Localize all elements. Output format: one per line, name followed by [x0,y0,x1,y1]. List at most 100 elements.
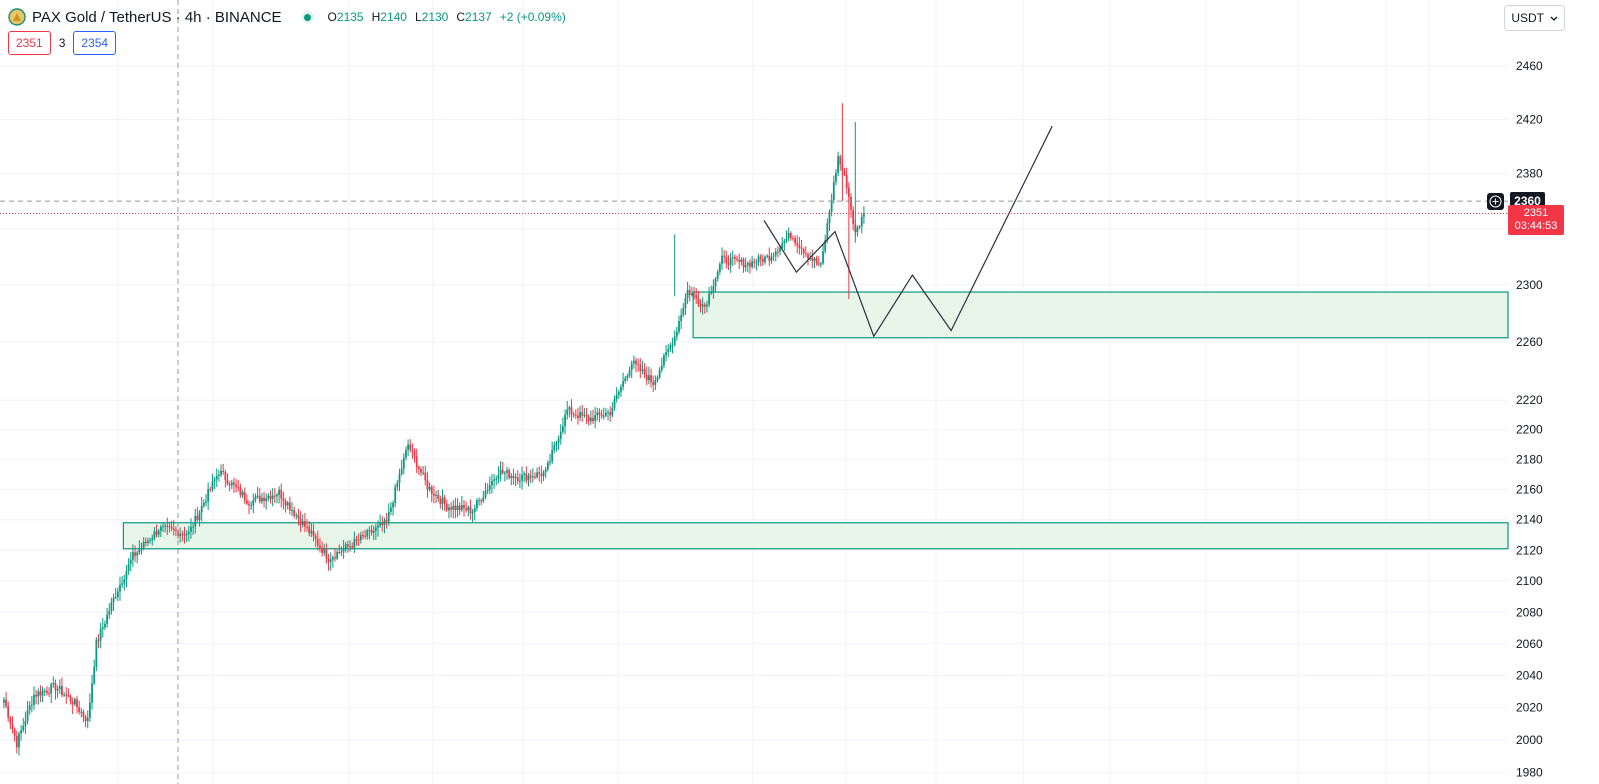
candle-body [24,720,27,726]
candle-body [798,245,801,248]
candle-body [534,476,536,478]
candle-body [476,500,478,509]
candle-body [546,462,549,470]
candle-body [863,213,865,217]
candle-body [39,691,42,696]
candle-body [372,530,375,533]
candle-body [108,611,111,615]
candle-body [104,623,106,628]
candle-body [364,535,366,537]
candle-body [18,733,20,748]
candle-body [516,477,519,482]
candle-body [693,293,695,296]
high-label: H [371,10,381,24]
price-tick-label: 2060 [1516,637,1543,651]
plus-circle-icon[interactable] [1487,193,1504,210]
candle-body [559,431,562,439]
candle-body [426,480,429,490]
candle-body [175,529,177,531]
close-value: 2137 [465,10,492,24]
candle-body [56,689,59,691]
candle-body [740,259,743,262]
candle-body [269,495,272,499]
candle-body [164,525,167,527]
candle-body [536,472,538,478]
candle-body [321,547,323,554]
candle-body [319,545,321,548]
sell-button[interactable]: 2351 [8,31,51,55]
candle-body [226,479,229,485]
support-zone [122,522,1509,550]
candle-body [639,364,642,371]
candle-body [837,156,839,173]
candle-body [609,412,612,416]
candle-body [110,602,113,612]
candle-body [71,701,74,705]
candle-body [407,444,409,450]
candle-body [774,251,777,256]
candle-body [510,475,513,478]
symbol-title[interactable]: PAX Gold / TetherUS · 4h · BINANCE [32,8,282,26]
candle-body [493,479,495,482]
candlestick-series [3,103,865,756]
candle-body [331,557,334,560]
price-tick-label: 2180 [1516,452,1543,466]
candle-body [215,476,218,480]
currency-label: USDT [1511,11,1544,25]
candle-body [222,470,225,473]
candle-body [525,473,528,481]
candle-body [267,495,270,499]
candle-body [329,559,332,562]
candle-body [157,530,160,535]
candle-body [347,544,349,547]
candle-body [770,256,773,261]
candle-body [99,628,102,641]
candle-body [448,507,450,511]
currency-select[interactable]: USDT [1504,5,1565,31]
candle-body [611,407,614,416]
candle-body [656,377,659,381]
candle-body [596,412,599,416]
price-tick-label: 2040 [1516,669,1543,683]
candle-body [368,529,371,531]
candle-body [381,522,384,526]
candle-body [764,256,766,262]
candle-body [813,258,816,261]
candle-body [125,571,128,580]
candle-body [147,540,149,544]
candle-body [411,449,414,451]
candle-body [82,711,85,717]
candle-body [192,526,194,528]
candle-body [710,292,713,294]
candle-body [454,505,457,510]
candle-body [316,539,319,546]
candle-body [824,240,827,252]
candle-body [555,442,558,446]
candle-body [263,497,265,502]
candle-body [480,500,483,502]
candle-body [172,528,175,530]
candle-body [200,505,203,513]
low-value: 2130 [421,10,449,24]
candle-body [691,293,693,296]
candle-body [121,583,124,585]
candle-body [781,243,784,248]
buy-button[interactable]: 2354 [73,31,117,55]
candle-body [280,489,283,499]
candle-body [581,412,584,416]
candle-body [170,527,173,529]
candle-body [13,729,16,736]
candle-body [856,227,859,233]
candle-body [291,510,293,512]
open-label: O [327,10,337,24]
price-tick-label: 2000 [1516,733,1543,747]
candle-body [355,539,358,541]
candle-body [850,197,852,211]
candle-body [420,468,422,473]
candle-body [796,243,799,246]
candle-body [463,504,465,509]
candle-body [686,290,689,299]
candle-body [377,525,379,528]
candle-body [304,521,306,527]
